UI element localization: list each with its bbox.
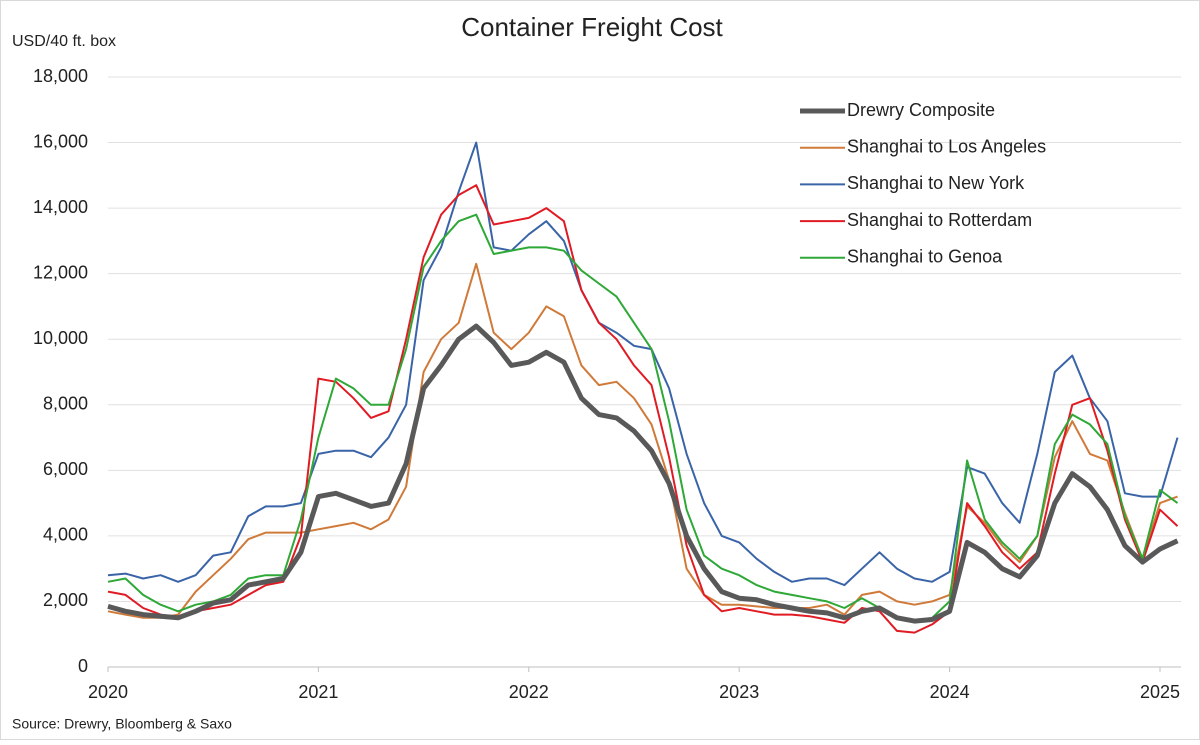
legend-label: Shanghai to Rotterdam [847, 210, 1032, 230]
series-line [107, 141, 1179, 587]
y-tick-label: 4,000 [43, 525, 88, 545]
y-tick-label: 8,000 [43, 394, 88, 414]
legend-label: Drewry Composite [847, 100, 995, 120]
y-tick-label: 10,000 [33, 328, 88, 348]
source-note: Source: Drewry, Bloomberg & Saxo [12, 716, 232, 732]
y-tick-label: 16,000 [33, 131, 88, 151]
y-tick-label: 12,000 [33, 262, 88, 282]
x-tick-label: 2024 [930, 682, 970, 702]
y-tick-label: 6,000 [43, 459, 88, 479]
y-tick-label: 14,000 [33, 197, 88, 217]
x-tick-label: 2025 [1140, 682, 1180, 702]
series-line [107, 323, 1179, 624]
y-tick-label: 2,000 [43, 590, 88, 610]
x-tick-label: 2020 [88, 682, 128, 702]
legend-label: Shanghai to New York [847, 173, 1025, 193]
y-axis-label: USD/40 ft. box [12, 33, 116, 50]
series-line [107, 262, 1178, 619]
legend-label: Shanghai to Genoa [847, 247, 1003, 267]
x-tick-label: 2022 [509, 682, 549, 702]
y-tick-label: 0 [78, 656, 88, 676]
chart-title: Container Freight Cost [461, 12, 723, 42]
x-tick-label: 2023 [719, 682, 759, 702]
legend-label: Shanghai to Los Angeles [847, 136, 1046, 156]
series-line [107, 213, 1179, 623]
y-tick-label: 18,000 [33, 66, 88, 86]
x-tick-label: 2021 [298, 682, 338, 702]
